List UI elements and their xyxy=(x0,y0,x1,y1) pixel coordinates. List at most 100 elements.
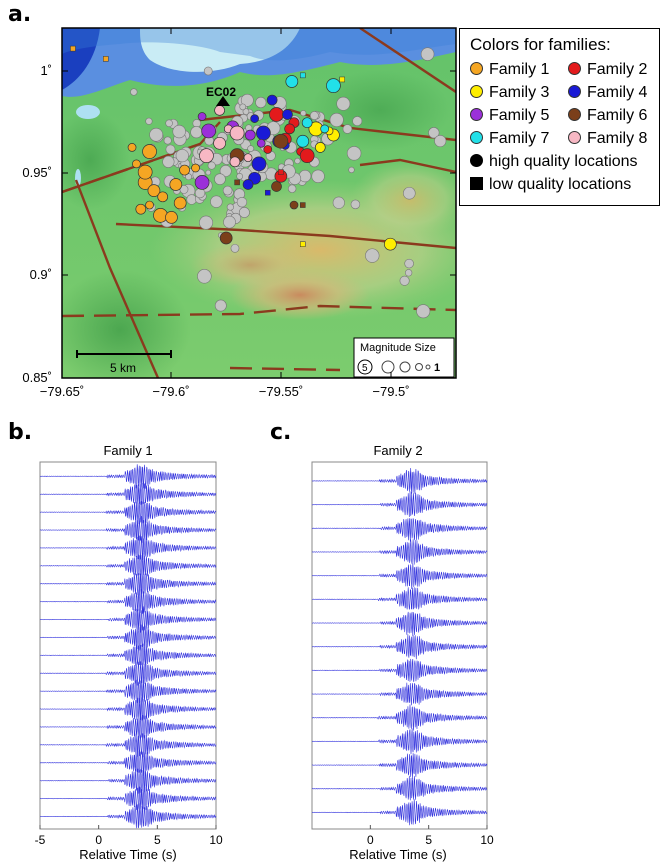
event-point-low-quality xyxy=(278,169,284,175)
family-5-marker xyxy=(470,108,483,122)
waveform-trace xyxy=(39,500,217,525)
waveform-trace xyxy=(39,606,217,633)
waveform-trace xyxy=(39,552,217,577)
waveform-trace xyxy=(39,643,217,667)
event-point-family-3 xyxy=(314,142,326,153)
waveform-traces xyxy=(311,467,488,826)
event-point-unclassified xyxy=(332,196,345,209)
event-point-low-quality xyxy=(103,56,109,62)
y-tick-label: 0.9˚ xyxy=(30,267,52,282)
legend-item-family-4: Family 4 xyxy=(568,84,647,102)
event-point-unclassified xyxy=(190,126,203,139)
waveform-figure-family-2: Family 2 0 5 10 Relative Time (s) xyxy=(311,443,494,862)
map-ticks xyxy=(62,28,456,378)
event-point-unclassified xyxy=(294,157,301,165)
x-tick-label: 10 xyxy=(209,833,223,847)
event-point-family-1 xyxy=(179,164,190,176)
waveform-trace xyxy=(40,535,217,560)
panel-letter-b: b. xyxy=(8,420,33,445)
event-point-unclassified xyxy=(179,185,189,194)
event-point-unclassified xyxy=(346,146,362,161)
event-point-unclassified xyxy=(163,136,172,145)
family-7-marker xyxy=(470,131,483,145)
x-tick-label: −79.5˚ xyxy=(372,384,409,399)
waveform-trace xyxy=(311,467,488,494)
magnitude-max: 5 xyxy=(362,363,368,374)
event-point-family-5 xyxy=(194,175,210,190)
event-point-low-quality xyxy=(339,76,345,83)
waveform-trace xyxy=(311,518,488,542)
waveform-trace xyxy=(39,482,216,506)
event-point-unclassified xyxy=(194,188,206,199)
event-point-unclassified xyxy=(226,203,234,211)
event-point-low-quality xyxy=(70,45,76,52)
waveform-trace xyxy=(311,753,488,779)
waveform-frame xyxy=(39,461,217,830)
waveform-trace xyxy=(40,588,217,615)
event-point-unclassified xyxy=(399,275,410,286)
station-marker: EC02 xyxy=(206,85,236,106)
square-marker-icon xyxy=(470,177,483,191)
event-point-unclassified xyxy=(287,184,297,193)
event-point-unclassified xyxy=(247,145,255,152)
waveform-trace xyxy=(311,658,488,682)
legend-item-family-2: Family 2 xyxy=(568,61,647,79)
y-tick-label: 1˚ xyxy=(40,63,52,78)
event-point-unclassified xyxy=(404,258,414,269)
magnitude-title: Magnitude Size xyxy=(360,342,436,354)
legend-item-family-5: Family 5 xyxy=(470,107,549,125)
event-point-unclassified xyxy=(214,173,226,185)
event-point-family-7 xyxy=(301,117,313,129)
event-point-low-quality xyxy=(300,202,306,208)
waveform-trace xyxy=(311,587,488,610)
event-point-unclassified xyxy=(365,248,380,263)
event-point-unclassified xyxy=(336,96,351,111)
event-point-family-8 xyxy=(243,153,253,163)
waveform-trace xyxy=(39,679,217,704)
event-point-unclassified xyxy=(165,119,173,127)
waveform-trace xyxy=(312,634,488,660)
waveform-trace xyxy=(39,751,217,776)
event-point-unclassified xyxy=(192,119,202,128)
legend-item-family-7: Family 7 xyxy=(470,130,549,148)
event-point-family-8 xyxy=(214,105,225,116)
waveform-trace xyxy=(311,775,488,801)
event-point-unclassified xyxy=(145,117,153,125)
event-point-family-5 xyxy=(197,112,207,121)
family-4-marker xyxy=(568,85,581,99)
waveform-xlabel: Relative Time (s) xyxy=(79,847,177,862)
event-point-unclassified xyxy=(348,166,355,174)
magnitude-min: 1 xyxy=(434,362,440,374)
event-point-unclassified xyxy=(300,110,307,117)
waveform-trace xyxy=(39,697,217,721)
event-point-family-1 xyxy=(147,184,161,197)
legend-item-low-quality: low quality locations xyxy=(470,176,631,194)
event-point-family-8 xyxy=(229,156,241,168)
event-point-unclassified xyxy=(236,196,248,208)
scale-label: 5 km xyxy=(110,361,136,375)
waveform-trace xyxy=(39,714,217,739)
waveform-trace xyxy=(311,728,488,755)
waveform-title: Family 1 xyxy=(103,443,152,458)
waveform-trace xyxy=(312,563,488,590)
event-point-unclassified xyxy=(404,269,413,277)
family-8-marker xyxy=(568,131,581,145)
legend-item-family-6: Family 6 xyxy=(568,107,647,125)
event-point-unclassified xyxy=(255,96,267,109)
event-point-unclassified xyxy=(240,93,254,107)
event-point-family-8 xyxy=(213,136,226,150)
event-point-family-1 xyxy=(153,208,168,223)
waveform-panel-family-1: Family 1 -5 0 5 10 Relative Time (s) xyxy=(0,420,240,863)
event-point-family-1 xyxy=(142,144,157,159)
event-point-family-1 xyxy=(169,178,183,191)
event-point-unclassified xyxy=(172,124,186,139)
event-point-unclassified xyxy=(175,149,189,163)
event-point-unclassified xyxy=(329,112,344,127)
waveform-xlabel: Relative Time (s) xyxy=(349,847,447,862)
map-panel: EC02 5 km Magnitude Size 5 1 −79.65˚ −79… xyxy=(0,0,666,400)
event-point-family-7 xyxy=(285,75,299,88)
station-label: EC02 xyxy=(206,85,236,99)
waveform-trace xyxy=(311,491,488,518)
event-point-family-6 xyxy=(289,200,299,210)
event-point-low-quality xyxy=(300,72,306,79)
